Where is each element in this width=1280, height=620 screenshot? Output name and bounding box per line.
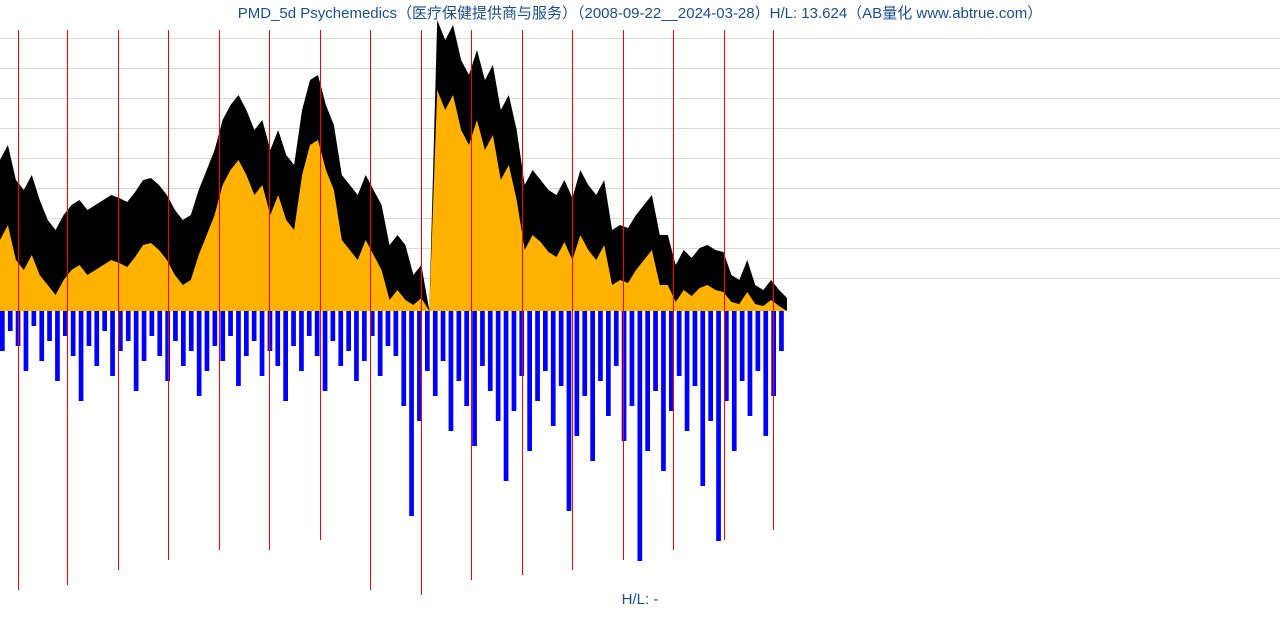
chart-area bbox=[0, 20, 1280, 590]
price-chart bbox=[0, 20, 1280, 311]
volume-chart bbox=[0, 311, 1280, 590]
chart-footer: H/L: - bbox=[0, 591, 1280, 608]
